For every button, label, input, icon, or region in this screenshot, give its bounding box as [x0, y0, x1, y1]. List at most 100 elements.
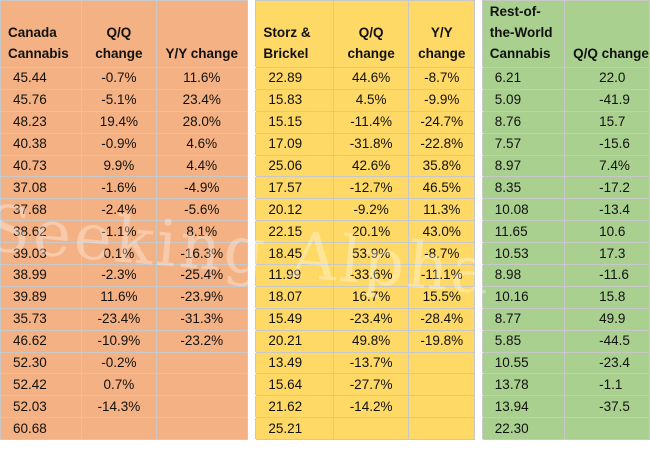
cell-storz-0: 18.45 — [255, 242, 335, 266]
group-spacer — [474, 132, 483, 156]
cell-canada-1: 0.1% — [80, 242, 157, 266]
group-spacer — [474, 220, 483, 244]
cell-storz-0: 17.57 — [255, 176, 335, 200]
cell-storz-0: 21.62 — [255, 395, 335, 419]
cell-canada-2: -16.3% — [155, 242, 248, 266]
cell-canada-2: -23.9% — [155, 285, 248, 309]
group-spacer — [474, 88, 483, 112]
cell-storz-2: -8.7% — [408, 67, 476, 90]
cell-storz-1: -33.6% — [333, 264, 410, 287]
table-row: 40.73 9.9% 4.4% 25.06 42.6% 35.8% 8.97 7.4% — [0, 154, 650, 178]
cell-canada-1: -2.3% — [80, 264, 157, 287]
cell-storz-0: 22.15 — [255, 220, 335, 244]
group-spacer — [474, 264, 483, 287]
cell-canada-2: 23.4% — [155, 88, 248, 112]
cell-storz-0: 15.49 — [255, 307, 335, 331]
table-row: 52.30 -0.2% 13.49 -13.7% 10.55 -23.4 — [0, 351, 650, 375]
group-spacer — [246, 110, 257, 134]
cell-storz-2: -19.8% — [408, 329, 476, 353]
column-header-row-0: Rest-of-the-World Cannabis — [481, 0, 566, 68]
cell-row-0: 8.98 — [481, 264, 566, 287]
cell-canada-2: -4.9% — [155, 176, 248, 200]
cell-canada-0: 52.42 — [0, 373, 82, 397]
column-header-canada-0: Canada Cannabis — [0, 0, 82, 68]
cell-row-1: -13.4 — [564, 198, 650, 222]
cell-canada-0: 52.30 — [0, 351, 82, 375]
cell-canada-2 — [155, 417, 248, 441]
cell-canada-0: 46.62 — [0, 329, 82, 353]
cell-canada-2: -23.2% — [155, 329, 248, 353]
cell-storz-2: -24.7% — [408, 110, 476, 134]
cell-storz-0: 20.12 — [255, 198, 335, 222]
cell-row-0: 11.65 — [481, 220, 566, 244]
group-spacer — [246, 242, 257, 266]
cell-storz-1: -14.2% — [333, 395, 410, 419]
table-row: 52.03 -14.3% 21.62 -14.2% 13.94 -37.5 — [0, 395, 650, 419]
header-row: Canada Cannabis Q/Q change Y/Y change Storz… — [0, 0, 650, 68]
cell-canada-1: -1.6% — [80, 176, 157, 200]
cell-canada-1: -23.4% — [80, 307, 157, 331]
cell-storz-1: -11.4% — [333, 110, 410, 134]
cell-storz-2: -9.9% — [408, 88, 476, 112]
cell-canada-1: 9.9% — [80, 154, 157, 178]
cell-canada-1: 0.7% — [80, 373, 157, 397]
group-spacer — [474, 242, 483, 266]
cell-row-1: -1.1 — [564, 373, 650, 397]
cell-canada-0: 37.08 — [0, 176, 82, 200]
cell-row-0: 5.09 — [481, 88, 566, 112]
cell-storz-2 — [408, 351, 476, 375]
table-row: 38.99 -2.3% -25.4% 11.99 -33.6% -11.1% 8.98 -11… — [0, 264, 650, 287]
group-spacer — [246, 176, 257, 200]
cell-row-1: -15.6 — [564, 132, 650, 156]
cell-storz-1 — [333, 417, 410, 441]
cell-canada-1: 11.6% — [80, 285, 157, 309]
group-spacer — [246, 417, 257, 441]
cell-canada-0: 38.62 — [0, 220, 82, 244]
group-spacer — [246, 220, 257, 244]
cell-canada-2: 28.0% — [155, 110, 248, 134]
table-row: 40.38 -0.9% 4.6% 17.09 -31.8% -22.8% 7.57 -15.6 — [0, 132, 650, 156]
group-spacer — [474, 0, 483, 68]
cell-storz-2: 15.5% — [408, 285, 476, 309]
cell-row-0: 8.35 — [481, 176, 566, 200]
group-spacer — [246, 307, 257, 331]
group-spacer — [246, 88, 257, 112]
cell-storz-2 — [408, 417, 476, 441]
cell-canada-0: 39.03 — [0, 242, 82, 266]
cell-canada-0: 40.38 — [0, 132, 82, 156]
table-row: 37.68 -2.4% -5.6% 20.12 -9.2% 11.3% 10.08 -13.4 — [0, 198, 650, 222]
cell-storz-2 — [408, 395, 476, 419]
cell-canada-0: 37.68 — [0, 198, 82, 222]
cell-storz-1: 4.5% — [333, 88, 410, 112]
cell-canada-1: -14.3% — [80, 395, 157, 419]
table-body: 45.44 -0.7% 11.6% 22.89 44.6% -8.7% 6.21 22.0 45… — [0, 67, 650, 441]
group-spacer — [246, 0, 257, 68]
cell-storz-1: -27.7% — [333, 373, 410, 397]
table-row: 37.08 -1.6% -4.9% 17.57 -12.7% 46.5% 8.35 -17.2 — [0, 176, 650, 200]
cell-canada-2: 8.1% — [155, 220, 248, 244]
column-header-storz-2: Y/Y change — [408, 0, 476, 68]
cell-canada-0: 38.99 — [0, 264, 82, 287]
cell-canada-0: 35.73 — [0, 307, 82, 331]
cell-row-0: 10.08 — [481, 198, 566, 222]
cell-canada-1: -1.1% — [80, 220, 157, 244]
cell-canada-2: -31.3% — [155, 307, 248, 331]
cell-storz-0: 18.07 — [255, 285, 335, 309]
cell-storz-1: 20.1% — [333, 220, 410, 244]
group-spacer — [246, 285, 257, 309]
cell-storz-0: 25.21 — [255, 417, 335, 441]
cell-row-0: 13.94 — [481, 395, 566, 419]
group-spacer — [474, 329, 483, 353]
table-row: 48.23 19.4% 28.0% 15.15 -11.4% -24.7% 8.76 15.7 — [0, 110, 650, 134]
cell-storz-1: -13.7% — [333, 351, 410, 375]
group-spacer — [246, 264, 257, 287]
cell-storz-2: 35.8% — [408, 154, 476, 178]
group-spacer — [246, 395, 257, 419]
cell-row-1: 15.7 — [564, 110, 650, 134]
group-spacer — [474, 351, 483, 375]
cell-storz-2 — [408, 373, 476, 397]
cell-canada-2: 4.6% — [155, 132, 248, 156]
cell-row-0: 22.30 — [481, 417, 566, 441]
cell-canada-2 — [155, 351, 248, 375]
group-spacer — [246, 67, 257, 90]
